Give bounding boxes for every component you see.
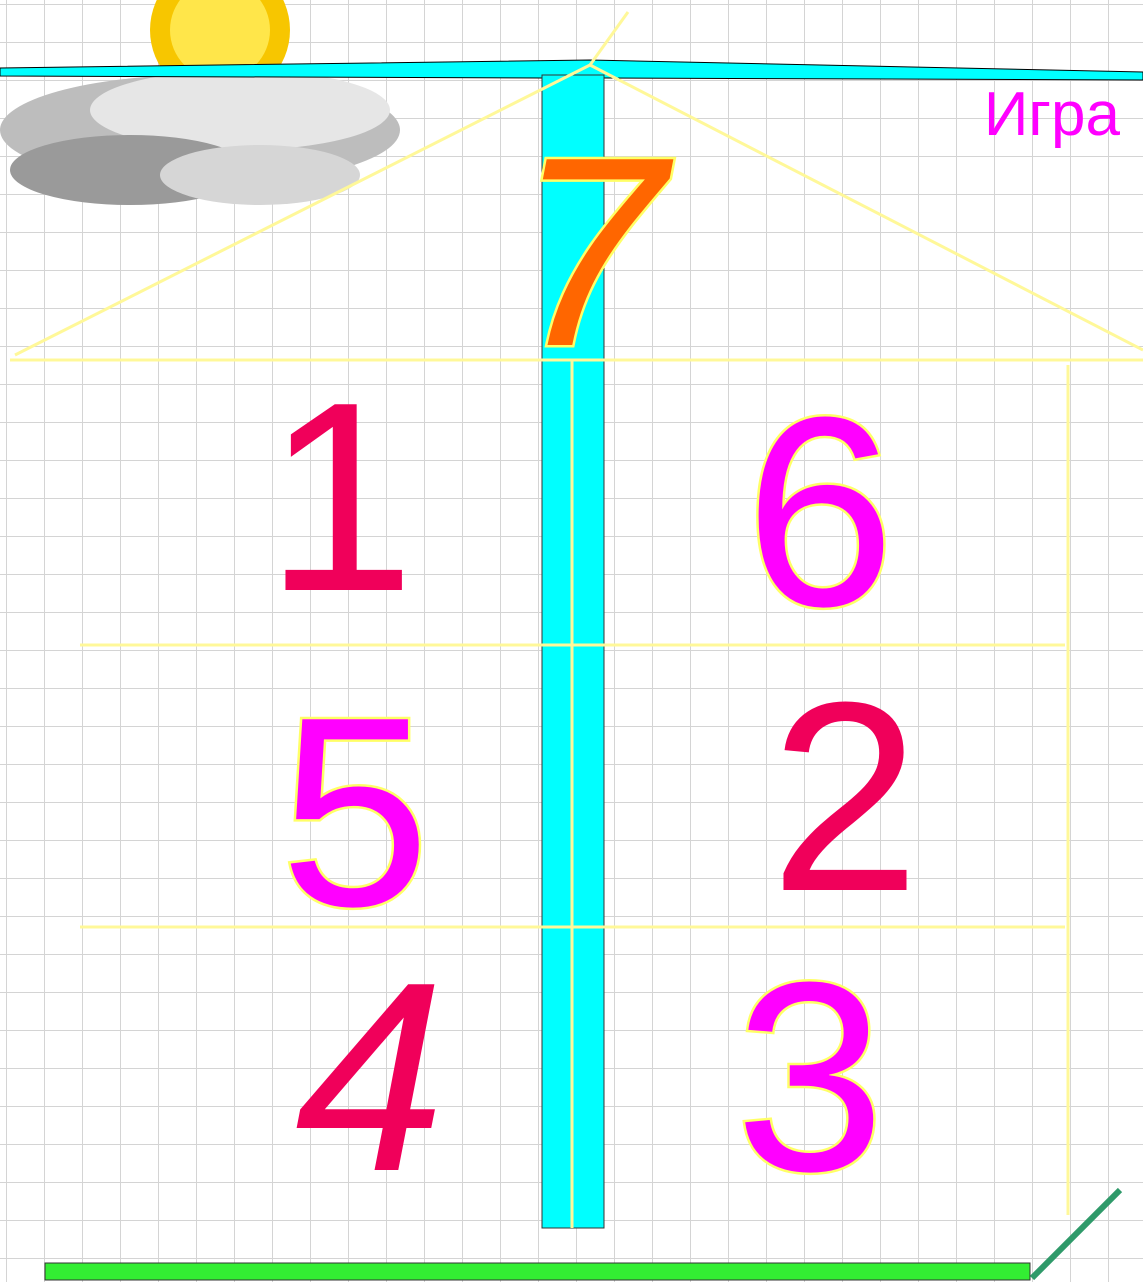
green-stroke xyxy=(1032,1190,1120,1278)
ground xyxy=(45,1263,1030,1280)
room-number: 3 xyxy=(735,927,885,1228)
title: Игра xyxy=(984,80,1121,149)
room-number: 6 xyxy=(745,362,895,663)
room-number: 5 xyxy=(280,662,430,963)
slide: Игра 7 1 6 5 2 4 3 xyxy=(0,0,1143,1282)
room-number: 2 xyxy=(770,647,920,948)
sun-cloud xyxy=(0,0,400,205)
roof-number: 7 xyxy=(515,102,675,403)
page: Игра 7 1 6 5 2 4 3 (() => { const data =… xyxy=(0,0,1143,1282)
room-number: 4 xyxy=(295,927,445,1228)
room-number: 1 xyxy=(265,347,415,648)
